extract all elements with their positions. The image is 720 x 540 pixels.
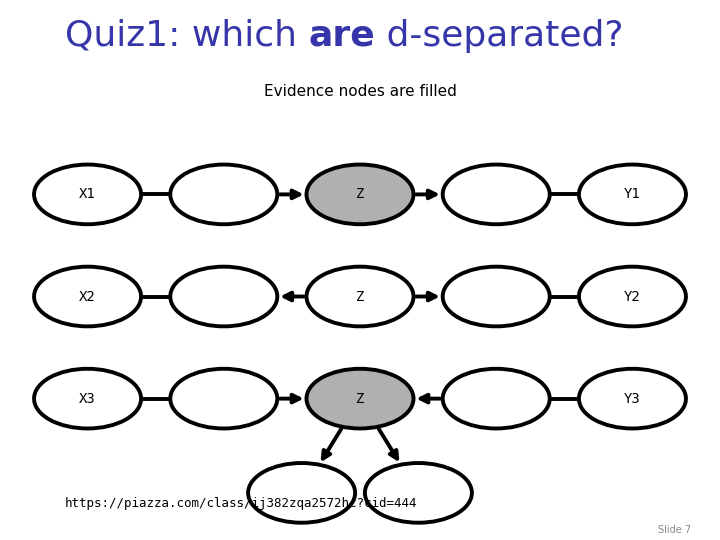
Ellipse shape <box>248 463 355 523</box>
Ellipse shape <box>170 165 277 224</box>
Text: are: are <box>308 19 375 53</box>
Ellipse shape <box>170 369 277 428</box>
Ellipse shape <box>579 165 686 224</box>
Ellipse shape <box>443 267 550 326</box>
Ellipse shape <box>443 369 550 428</box>
Ellipse shape <box>579 267 686 326</box>
Text: Y2: Y2 <box>624 289 641 303</box>
Text: Z: Z <box>356 392 364 406</box>
Text: Evidence nodes are filled: Evidence nodes are filled <box>264 84 456 99</box>
Ellipse shape <box>170 267 277 326</box>
Text: Z: Z <box>356 187 364 201</box>
Text: Quiz1: which: Quiz1: which <box>65 19 308 53</box>
Ellipse shape <box>307 369 413 428</box>
Ellipse shape <box>365 463 472 523</box>
Text: X2: X2 <box>79 289 96 303</box>
Text: X3: X3 <box>79 392 96 406</box>
Text: Slide 7: Slide 7 <box>658 524 691 535</box>
Text: Y1: Y1 <box>624 187 641 201</box>
Text: Z: Z <box>356 289 364 303</box>
Text: https://piazza.com/class/ij382zqa2572hc?cid=444: https://piazza.com/class/ij382zqa2572hc?… <box>65 497 418 510</box>
Ellipse shape <box>307 267 413 326</box>
Text: d-separated?: d-separated? <box>375 19 624 53</box>
Ellipse shape <box>34 267 141 326</box>
Ellipse shape <box>307 165 413 224</box>
Ellipse shape <box>443 165 550 224</box>
Ellipse shape <box>34 165 141 224</box>
Text: Y3: Y3 <box>624 392 641 406</box>
Text: X1: X1 <box>79 187 96 201</box>
Ellipse shape <box>34 369 141 428</box>
Ellipse shape <box>579 369 686 428</box>
